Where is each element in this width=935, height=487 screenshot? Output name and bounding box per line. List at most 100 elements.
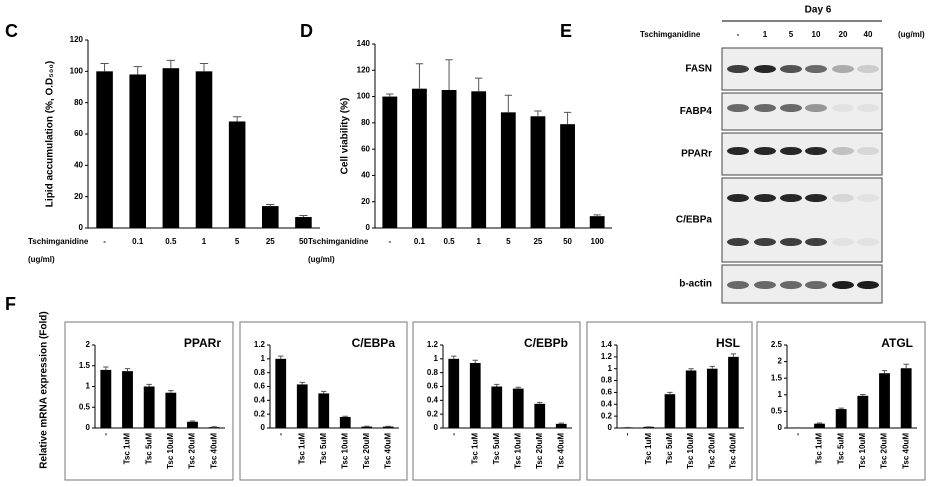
x-tick-label: Tsc 40uM — [901, 433, 910, 469]
blot-band — [780, 104, 802, 112]
error-bar — [386, 93, 394, 97]
error-bar — [415, 63, 424, 89]
y-tick-label: 1 — [778, 390, 783, 399]
error-bar — [189, 420, 196, 422]
x-tick-label: 0.1 — [132, 237, 144, 246]
bar — [339, 416, 351, 428]
blot-band — [780, 65, 802, 73]
blot-box — [721, 132, 883, 176]
blot-band — [857, 147, 879, 155]
chart-title: PPARr — [184, 336, 221, 350]
error-bar — [537, 401, 543, 404]
x-tick-label: Tsc 1uM — [470, 433, 479, 465]
y-tick-label: 1.2 — [427, 340, 439, 349]
error-bar — [730, 353, 737, 357]
error-bar — [299, 381, 305, 385]
error-bar — [266, 204, 275, 207]
blot-band — [832, 238, 854, 246]
chart-title: ATGL — [881, 336, 913, 350]
y-tick-label: 20 — [361, 197, 370, 206]
y-tick-label: 40 — [361, 171, 370, 180]
blot-band — [805, 281, 827, 289]
blot-band — [727, 104, 749, 112]
x-tick-label: 50 — [563, 237, 572, 246]
bar — [162, 68, 180, 228]
y-tick-label: 2 — [778, 357, 783, 366]
lane-label: 20 — [839, 30, 848, 39]
bar — [643, 426, 655, 428]
y-tick-label: 0.8 — [427, 368, 439, 377]
bar — [208, 427, 220, 428]
y-axis-label: Relative mRNA expression (Fold) — [39, 311, 50, 468]
bar — [835, 409, 847, 428]
y-tick-label: 60 — [361, 144, 370, 153]
bar — [165, 392, 177, 428]
blot-band — [832, 104, 854, 112]
error-bar — [445, 59, 453, 90]
x-tick-label: Tsc 20uM — [707, 433, 716, 469]
blot-band — [727, 281, 749, 289]
blot-band — [857, 238, 879, 246]
error-bar — [146, 383, 152, 387]
error-bar — [472, 359, 478, 363]
x-tick-label: Tsc 10uM — [166, 433, 175, 469]
protein-label: FABP4 — [680, 106, 713, 117]
x-tick-label: Tsc 5uM — [492, 433, 501, 465]
blot-band — [727, 147, 749, 155]
y-tick-label: 80 — [74, 98, 83, 107]
bar — [187, 421, 198, 428]
error-bar — [100, 63, 109, 72]
blot-band — [805, 194, 827, 202]
x-tick-label: Tsc 20uM — [188, 433, 197, 469]
x-tick-label: Tsc 20uM — [362, 433, 371, 469]
x-tick-label: 50 — [299, 237, 308, 246]
x-tick-label: Tsc 1uM — [815, 433, 824, 465]
y-tick-label: 1.2 — [254, 340, 266, 349]
x-tick-label: 25 — [266, 237, 275, 246]
error-bar — [816, 422, 823, 424]
x-tick-label: Tsc 10uM — [340, 433, 349, 469]
error-bar — [321, 390, 327, 394]
blot-header: Day 6 — [805, 5, 832, 16]
y-tick-label: 0 — [86, 423, 91, 432]
bar — [560, 124, 575, 228]
blot-band — [805, 104, 827, 112]
error-bar — [168, 390, 174, 393]
bar — [100, 369, 112, 428]
x-tick-label: Tsc 1uM — [123, 433, 132, 465]
y-tick-label: 0.5 — [771, 407, 783, 416]
error-bar — [299, 214, 308, 218]
bar — [448, 358, 460, 428]
y-tick-label: 1 — [608, 364, 613, 373]
blot-band — [857, 194, 879, 202]
y-tick-label: 0.8 — [254, 368, 266, 377]
bar — [706, 368, 718, 428]
x-tick-label: - — [101, 433, 110, 436]
y-tick-label: 100 — [70, 66, 84, 75]
chart-frame — [586, 321, 753, 481]
blot-band — [754, 65, 776, 73]
bar — [857, 395, 869, 428]
error-bar — [593, 214, 601, 217]
error-bar — [494, 383, 500, 387]
blot-band — [780, 238, 802, 246]
blot-box — [721, 264, 883, 304]
bar — [900, 368, 912, 428]
x-tick-label: 5 — [235, 237, 240, 246]
panel-label: D — [300, 21, 313, 41]
x-tick-label: - — [793, 433, 802, 436]
bar — [500, 112, 516, 228]
x-tick-label: - — [623, 433, 632, 436]
bar — [122, 371, 133, 428]
y-tick-label: 0 — [778, 423, 783, 432]
y-tick-label: 0 — [366, 223, 371, 232]
x-tick-label: 0.5 — [165, 237, 177, 246]
error-bar — [534, 110, 542, 117]
y-tick-label: 40 — [74, 160, 83, 169]
blot-band — [832, 281, 854, 289]
lane-label: 10 — [812, 30, 821, 39]
protein-label: PPARr — [681, 149, 712, 160]
blot-band — [805, 65, 827, 73]
bar — [129, 74, 146, 228]
y-tick-label: 0 — [434, 423, 439, 432]
